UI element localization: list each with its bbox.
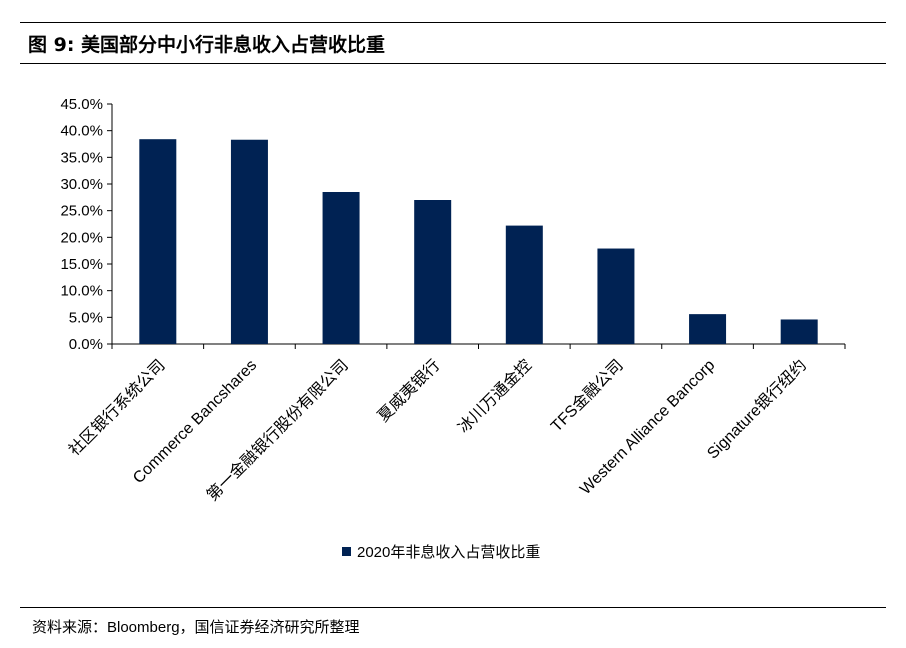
figure-title: 图 9: 美国部分中小行非息收入占营收比重 [28, 34, 386, 56]
top-rule [20, 22, 886, 23]
x-axis [111, 343, 846, 349]
y-tick-label: 0.0% [69, 336, 103, 353]
x-tick-label: Signature银行纽约 [704, 356, 810, 462]
bar [230, 139, 268, 344]
bar [505, 225, 543, 344]
bar [780, 319, 818, 344]
legend-swatch [342, 547, 351, 556]
bar-chart: 0.0% 5.0% 10.0% 15.0% 20.0% 25.0% 30.0% 35.0% 40… [60, 96, 846, 505]
y-tick-label: 35.0% [60, 149, 103, 166]
footer-rule [20, 607, 886, 608]
bar-series [139, 139, 818, 344]
x-tick-label: TFS金融公司 [547, 356, 626, 435]
bar [139, 139, 177, 344]
bar [597, 248, 635, 344]
source-note: 资料来源：Bloomberg，国信证券经济研究所整理 [32, 619, 360, 636]
x-tick-label: 夏威夷银行 [374, 356, 443, 425]
x-tick-labels: 社区银行系统公司Commerce Bancshares第一金融银行股份有限公司夏… [65, 356, 810, 505]
title-rule [20, 63, 886, 64]
bar [414, 200, 452, 344]
legend: 2020年非息收入占营收比重 [342, 541, 540, 562]
y-tick-label: 15.0% [60, 256, 103, 273]
legend-label: 2020年非息收入占营收比重 [357, 544, 541, 561]
y-tick-label: 40.0% [60, 123, 103, 140]
y-tick-label: 10.0% [60, 283, 103, 300]
y-tick-label: 25.0% [60, 203, 103, 220]
y-axis: 0.0% 5.0% 10.0% 15.0% 20.0% 25.0% 30.0% 35.0% 40… [60, 96, 113, 353]
y-tick-label: 5.0% [69, 309, 103, 326]
y-tick-label: 45.0% [60, 96, 103, 113]
x-tick-label: 社区银行系统公司 [65, 356, 168, 459]
bar [689, 314, 727, 344]
y-tick-label: 20.0% [60, 229, 103, 246]
bar [322, 192, 360, 344]
y-tick-label: 30.0% [60, 176, 103, 193]
x-tick-label: 冰川万通金控 [455, 356, 536, 437]
